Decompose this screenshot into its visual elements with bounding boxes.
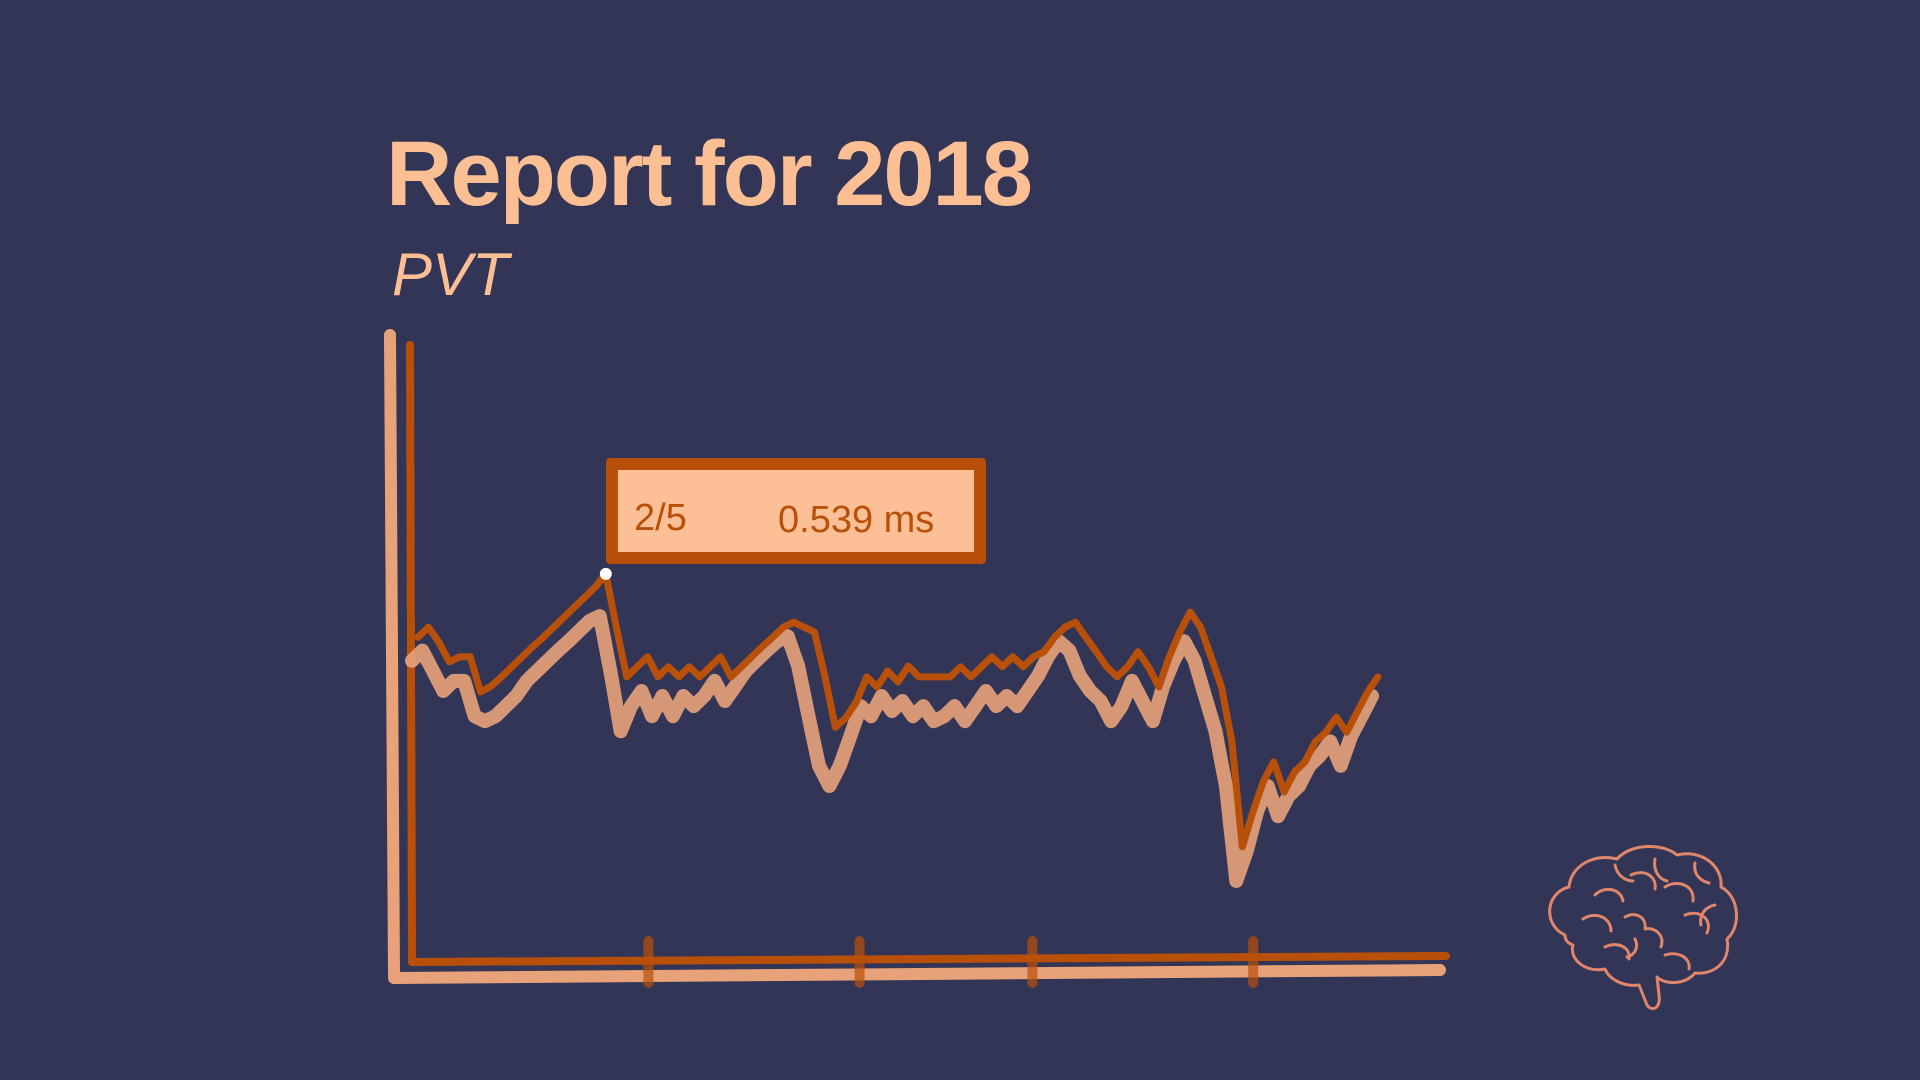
x-tick-3 bbox=[1027, 936, 1038, 988]
x-tick-4 bbox=[1248, 936, 1259, 988]
x-axis-dark bbox=[408, 952, 1450, 966]
tooltip-label: 2/5 bbox=[634, 497, 687, 539]
highlighted-point[interactable] bbox=[599, 567, 612, 580]
page-title: Report for 2018 bbox=[386, 123, 1033, 225]
tooltip-value: 0.539 ms bbox=[778, 499, 935, 541]
data-tooltip: 2/5 0.539 ms bbox=[606, 458, 986, 564]
x-tick-2 bbox=[854, 936, 865, 988]
x-axis-light bbox=[388, 964, 1446, 984]
y-axis-light bbox=[384, 329, 400, 981]
brain-icon bbox=[1548, 844, 1739, 1011]
x-tick-1 bbox=[643, 936, 654, 988]
chart-subtitle: PVT bbox=[392, 241, 509, 308]
series-line-light bbox=[405, 609, 1379, 888]
series-line-dark bbox=[414, 570, 1382, 851]
